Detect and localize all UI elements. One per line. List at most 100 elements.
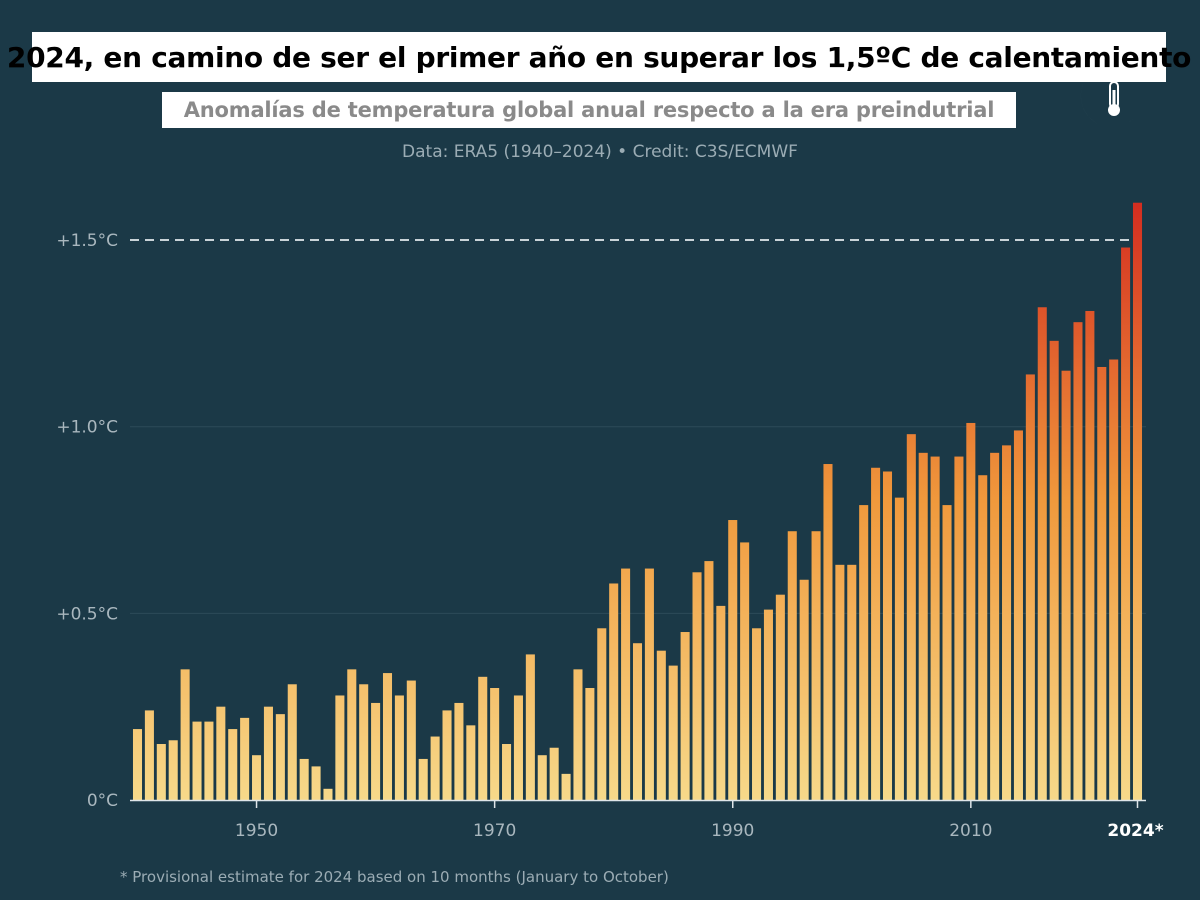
bar-2007	[930, 456, 940, 800]
x-tick-label-1950: 1950	[235, 821, 278, 841]
bar-1955	[311, 766, 321, 800]
bar-1970	[490, 688, 500, 800]
bar-1972	[513, 695, 523, 800]
bar-1974	[537, 755, 547, 800]
chart-subtitle: Anomalías de temperatura global anual re…	[183, 98, 995, 122]
bar-1958	[347, 669, 357, 800]
bar-1963	[406, 680, 416, 800]
bar-1981	[621, 568, 631, 800]
bar-1957	[335, 695, 345, 800]
bar-1984	[656, 650, 666, 800]
bar-2000	[847, 564, 857, 800]
bar-1978	[585, 688, 595, 800]
bar-1946	[204, 721, 214, 800]
bar-1973	[525, 654, 535, 800]
bar-2006	[918, 452, 928, 800]
title-banner: 2024, en camino de ser el primer año en …	[7, 32, 1191, 82]
bar-1962	[394, 695, 404, 800]
chart-title: 2024, en camino de ser el primer año en …	[6, 40, 1192, 74]
bar-1979	[597, 628, 607, 800]
bar-1959	[359, 684, 369, 800]
bar-1995	[787, 531, 797, 800]
bar-2023	[1121, 247, 1131, 801]
bar-2011	[978, 475, 988, 800]
bar-1961	[382, 673, 393, 800]
bar-1993	[763, 609, 773, 800]
bar-1977	[573, 669, 583, 800]
bar-2015	[1025, 374, 1035, 800]
bar-1982	[632, 643, 643, 800]
data-source-credit: Data: ERA5 (1940–2024) • Credit: C3S/ECM…	[402, 142, 798, 162]
grid-lines	[130, 239, 1146, 614]
bar-1942	[156, 744, 166, 800]
bar-1987	[692, 572, 702, 800]
bar-1976	[561, 773, 571, 800]
y-tick-label-0.5: +0.5°C	[56, 604, 118, 624]
bar-1950	[252, 755, 262, 800]
bar-2001	[859, 505, 869, 800]
bar-1956	[323, 788, 333, 800]
y-tick-label-1.5: +1.5°C	[56, 231, 118, 251]
bar-1988	[704, 561, 714, 800]
bar-1943	[168, 740, 178, 800]
bar-2009	[954, 456, 964, 800]
x-tick-label-1990: 1990	[711, 821, 754, 841]
bar-1967	[454, 702, 464, 800]
bar-1991	[740, 542, 750, 800]
bar-1944	[180, 669, 190, 800]
bar-1990	[728, 520, 738, 800]
footnote: * Provisional estimate for 2024 based on…	[120, 868, 669, 886]
bar-1947	[216, 706, 226, 800]
bar-1997	[811, 531, 821, 800]
bar-2021	[1097, 366, 1107, 800]
bar-1983	[644, 568, 654, 800]
bar-1965	[430, 736, 440, 800]
bar-1964	[418, 758, 428, 800]
bar-1971	[502, 744, 512, 800]
bar-1953	[287, 684, 297, 800]
bar-1992	[752, 628, 762, 800]
bar-2002	[871, 467, 881, 800]
bar-1960	[371, 702, 381, 800]
bar-2016	[1037, 307, 1047, 800]
bar-1951	[263, 706, 273, 800]
bar-1945	[192, 721, 202, 800]
bar-2014	[1013, 430, 1023, 800]
bar-2018	[1061, 370, 1071, 800]
bar-2010	[966, 422, 976, 800]
x-tick-label-1970: 1970	[473, 821, 516, 841]
bar-2003	[882, 471, 893, 800]
bar-1998	[823, 464, 833, 800]
bar-2020	[1085, 310, 1095, 800]
bar-2022	[1109, 359, 1119, 800]
bar-1996	[799, 579, 809, 800]
bar-1948	[228, 729, 238, 800]
bar-2005	[906, 434, 916, 800]
bar-2019	[1073, 322, 1083, 800]
bar-2024	[1132, 202, 1143, 801]
bar-1969	[478, 676, 488, 800]
bar-2004	[894, 497, 904, 800]
thermometer-moon-icon	[1060, 68, 1140, 132]
bar-1949	[240, 717, 250, 800]
bar-1975	[549, 747, 559, 800]
bar-1999	[835, 564, 845, 800]
bar-1952	[275, 714, 285, 800]
axes	[130, 799, 1146, 808]
bar-2008	[942, 505, 952, 800]
bar-1985	[668, 665, 678, 800]
bar-2013	[1002, 445, 1012, 800]
bar-2012	[990, 452, 1000, 800]
bar-1968	[466, 725, 476, 800]
bar-1954	[299, 758, 309, 800]
bar-1994	[775, 594, 785, 800]
bar-series	[132, 202, 1143, 801]
subtitle-banner: Anomalías de temperatura global anual re…	[162, 92, 1016, 128]
bar-1989	[716, 605, 726, 800]
bar-1986	[680, 632, 690, 800]
x-tick-label-2024: 2024*	[1107, 821, 1163, 841]
x-tick-label-2010: 2010	[949, 821, 992, 841]
bar-2017	[1049, 340, 1059, 800]
y-tick-label-1: +1.0°C	[56, 418, 118, 438]
